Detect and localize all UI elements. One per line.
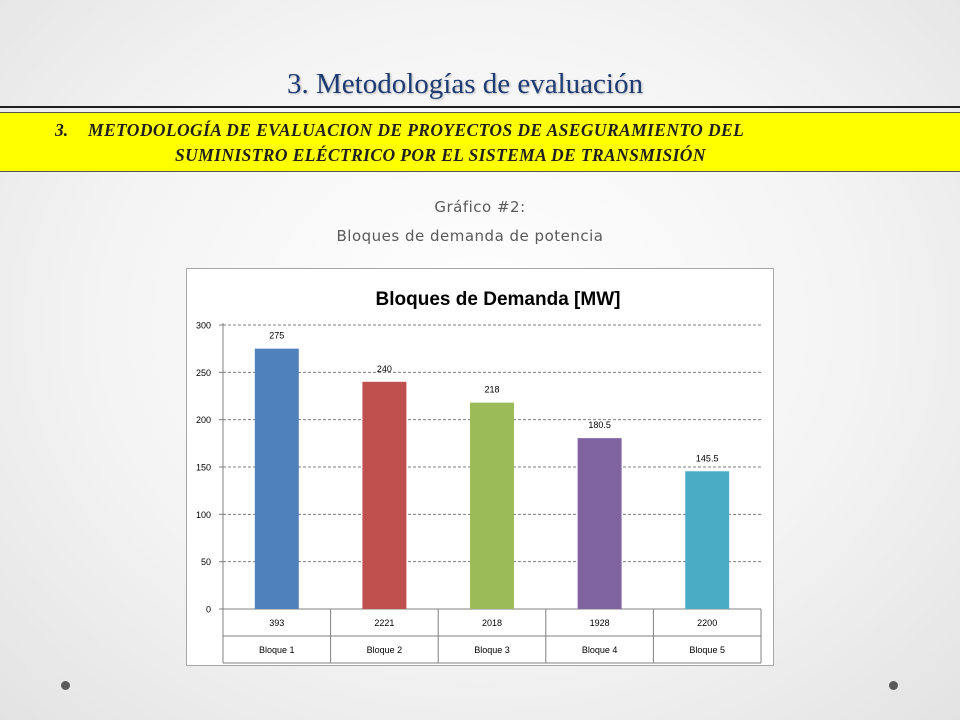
chart-frame: Bloques de Demanda [MW] 0 50 100 150 200 250 30… xyxy=(186,268,774,666)
category-label-2: Bloque 2 xyxy=(367,645,403,655)
nav-dot-left xyxy=(61,681,70,690)
title-divider xyxy=(0,106,960,108)
chart-title: Bloques de Demanda [MW] xyxy=(376,289,621,310)
data-label-2: 240 xyxy=(377,364,392,374)
bar-4 xyxy=(577,438,622,609)
category-sub-label-4: 1928 xyxy=(590,618,610,628)
y-tick-label: 100 xyxy=(196,510,211,520)
category-sub-label-3: 2018 xyxy=(482,618,502,628)
section-heading-line1: METODOLOGÍA DE EVALUACION DE PROYECTOS D… xyxy=(88,120,745,140)
section-banner: 3. METODOLOGÍA DE EVALUACION DE PROYECTO… xyxy=(0,112,960,172)
y-tick-label: 300 xyxy=(196,321,211,331)
nav-dot-right xyxy=(889,681,898,690)
bar-5 xyxy=(685,471,730,609)
data-label-3: 218 xyxy=(484,385,499,395)
section-number: 3. xyxy=(55,120,69,140)
category-sub-label-5: 2200 xyxy=(697,618,717,628)
category-label-3: Bloque 3 xyxy=(474,645,510,655)
y-tick-label: 250 xyxy=(196,368,211,378)
y-tick-label: 0 xyxy=(206,605,211,615)
data-label-1: 275 xyxy=(269,331,284,341)
category-label-1: Bloque 1 xyxy=(259,645,295,655)
chart-caption-description: Bloques de demanda de potencia xyxy=(336,227,604,245)
data-label-4: 180.5 xyxy=(588,420,611,430)
slide-title: 3. Metodologías de evaluación xyxy=(287,68,643,100)
section-heading-line2: SUMINISTRO ELÉCTRICO POR EL SISTEMA DE T… xyxy=(175,145,706,165)
category-label-4: Bloque 4 xyxy=(582,645,618,655)
y-tick-label: 200 xyxy=(196,415,211,425)
category-sub-label-2: 2221 xyxy=(374,618,394,628)
bar-chart: Bloques de Demanda [MW] 0 50 100 150 200 250 30… xyxy=(196,289,762,664)
chart-caption-number: Gráfico #2: xyxy=(434,198,526,216)
category-label-5: Bloque 5 xyxy=(689,645,725,655)
bar-3 xyxy=(470,402,514,609)
y-tick-label: 150 xyxy=(196,463,211,473)
bar-2 xyxy=(362,381,407,609)
y-tick-label: 50 xyxy=(201,557,211,567)
data-label-5: 145.5 xyxy=(696,453,719,463)
bar-1 xyxy=(254,348,299,609)
category-sub-label-1: 393 xyxy=(269,618,284,628)
